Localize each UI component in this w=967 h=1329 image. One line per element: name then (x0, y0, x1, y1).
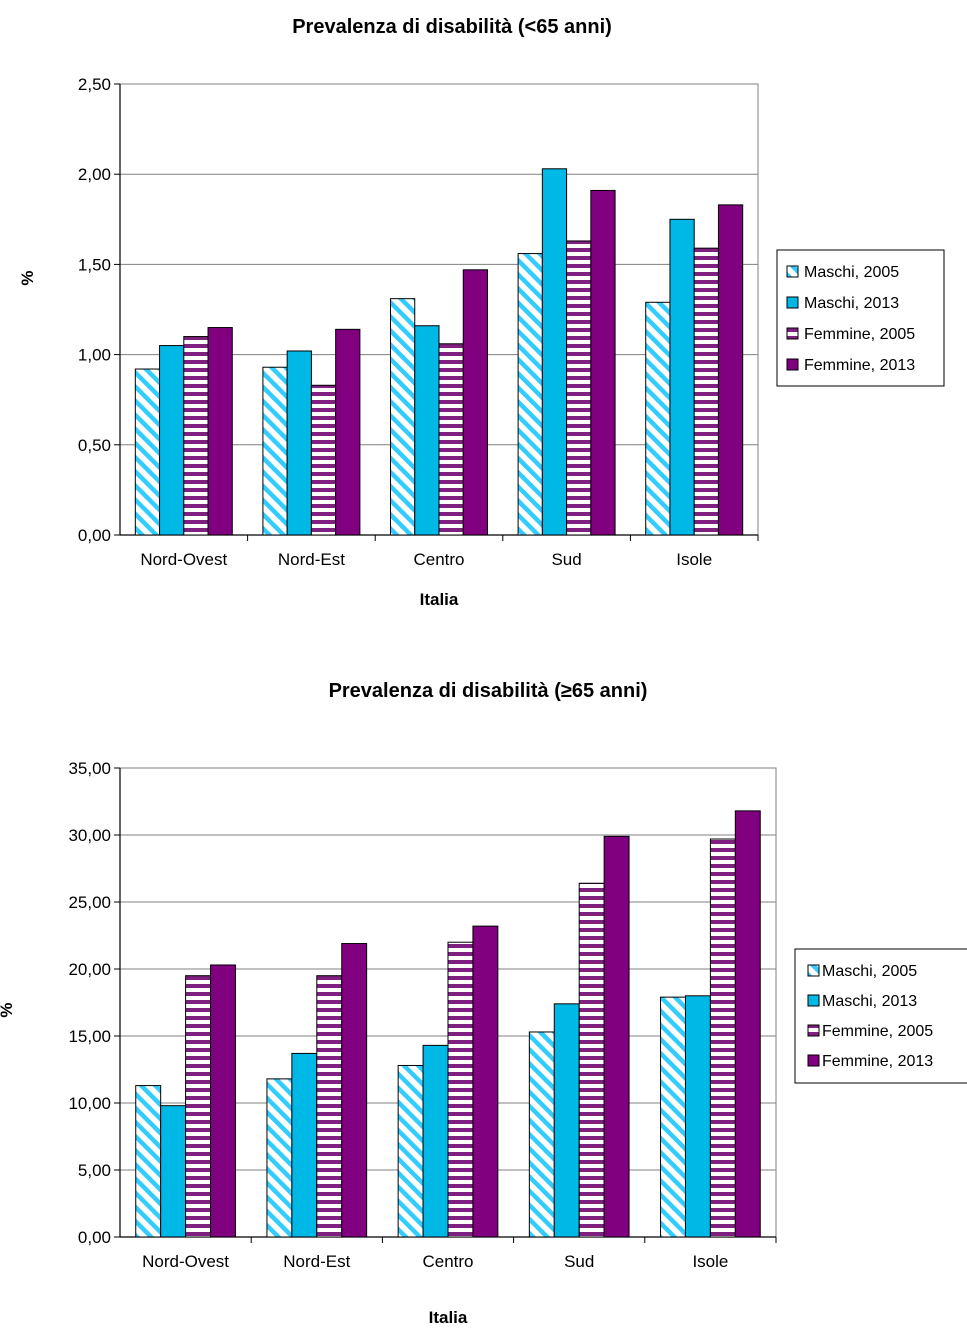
legend-swatch (786, 327, 799, 340)
chart-over-65: Prevalenza di disabilità (≥65 anni) 0,00 5… (0, 680, 967, 1327)
legend-swatch (786, 265, 799, 278)
bar (709, 838, 736, 1238)
y-tick-label: 0,50 (78, 436, 111, 455)
y-tick-label: 10,00 (68, 1094, 111, 1113)
legend-swatch (786, 296, 799, 309)
legend-item: Femmine, 2005 (822, 1023, 933, 1040)
y-tick-label: 1,00 (78, 346, 111, 365)
bar (397, 1064, 424, 1238)
legend-swatch (807, 1024, 820, 1037)
x-tick-label: Nord-Est (278, 550, 345, 569)
y-tick-label: 1,50 (78, 255, 111, 274)
bar (447, 941, 474, 1238)
x-tick-label: Nord-Ovest (140, 550, 227, 569)
bar (660, 996, 686, 1238)
x-tick-label: Nord-Est (283, 1252, 350, 1271)
chart-title: Prevalenza di disabilità (≥65 anni) (329, 680, 648, 702)
x-tick-label: Sud (564, 1252, 594, 1271)
bar (566, 240, 592, 536)
bar (528, 1031, 555, 1238)
y-tick-label: 2,50 (78, 75, 111, 94)
bar (291, 1052, 318, 1238)
bar (185, 975, 212, 1238)
bar (262, 366, 288, 536)
bar (693, 247, 719, 536)
x-axis-label: Italia (420, 590, 459, 609)
bar (541, 168, 568, 536)
x-tick-label: Sud (551, 550, 581, 569)
bar (135, 1085, 162, 1238)
x-axis-label: Italia (429, 1308, 468, 1327)
y-tick-label: 2,00 (78, 165, 111, 184)
y-axis-label: % (0, 1002, 16, 1017)
x-tick-label: Isole (676, 550, 712, 569)
bar (603, 835, 630, 1238)
bar (684, 995, 711, 1238)
bar (462, 269, 488, 536)
legend-swatch (807, 964, 820, 977)
x-tick-label: Isole (692, 1252, 728, 1271)
chart-under-65: Prevalenza di disabilità (<65 anni) 0,00 0… (18, 16, 945, 609)
bar (341, 943, 368, 1238)
bar (286, 350, 312, 536)
legend-swatch (786, 358, 799, 371)
legend-item: Femmine, 2005 (804, 326, 915, 343)
y-tick-label: 20,00 (68, 960, 111, 979)
x-tick-label: Nord-Ovest (142, 1252, 229, 1271)
bar (517, 253, 543, 536)
y-tick-label: 25,00 (68, 893, 111, 912)
bar (414, 325, 440, 536)
bar (734, 810, 761, 1238)
bar (645, 301, 671, 536)
y-tick-label: 0,00 (78, 1228, 111, 1247)
y-tick-label: 35,00 (68, 759, 111, 778)
x-tick-label: Centro (422, 1252, 473, 1271)
y-tick-label: 30,00 (68, 826, 111, 845)
legend-swatch (807, 994, 820, 1007)
legend-item: Maschi, 2013 (822, 993, 917, 1010)
bar (553, 1003, 580, 1238)
x-tick-label: Centro (413, 550, 464, 569)
bar (390, 298, 416, 536)
y-tick-label: 0,00 (78, 526, 111, 545)
bar (159, 345, 185, 536)
legend-box (776, 249, 945, 387)
bar (210, 964, 236, 1238)
bar (160, 1105, 187, 1238)
bar (669, 218, 695, 536)
bar (717, 204, 744, 536)
bar (183, 336, 209, 536)
legend-item: Maschi, 2005 (804, 264, 899, 281)
bar (134, 368, 161, 536)
bar (207, 327, 233, 536)
bar (316, 975, 343, 1238)
y-tick-label: 5,00 (78, 1161, 111, 1180)
y-axis-label: % (18, 270, 37, 285)
bar (266, 1078, 293, 1238)
y-tick-label: 15,00 (68, 1027, 111, 1046)
bar (422, 1044, 449, 1238)
legend-item: Femmine, 2013 (822, 1053, 933, 1070)
bar (472, 925, 499, 1238)
legend-box (794, 948, 967, 1084)
bar (310, 384, 337, 536)
bar (438, 343, 464, 536)
chart-title: Prevalenza di disabilità (<65 anni) (292, 16, 612, 38)
bar (335, 328, 361, 536)
bar (578, 882, 605, 1238)
legend-item: Maschi, 2013 (804, 295, 899, 312)
legend-swatch (807, 1054, 820, 1067)
legend-item: Maschi, 2005 (822, 963, 917, 980)
legend-item: Femmine, 2013 (804, 357, 915, 374)
bar (590, 189, 616, 536)
